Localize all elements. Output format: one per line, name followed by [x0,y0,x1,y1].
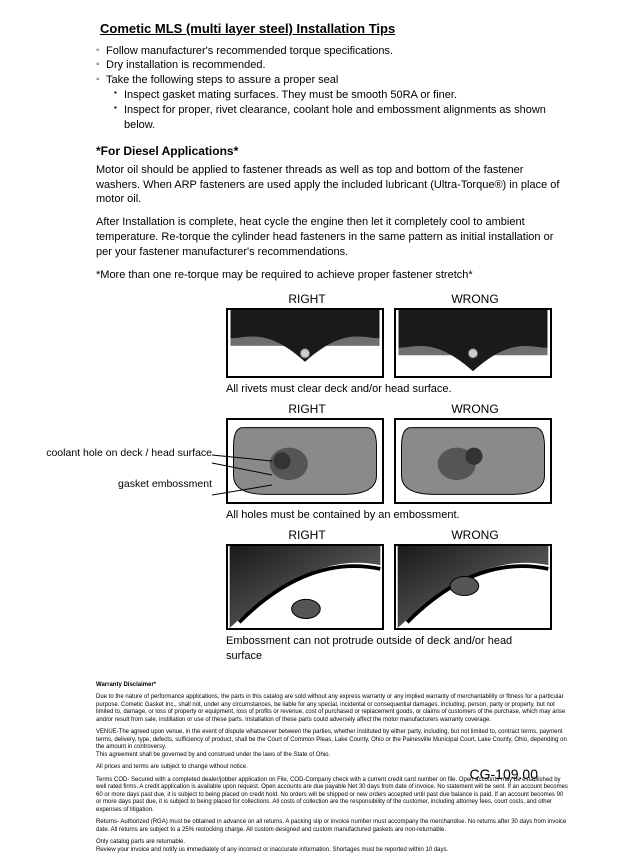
paragraph: *More than one re-torque may be required… [96,268,568,283]
figure-row-emboss: RIGHT WRONG [40,527,568,664]
label-coolant: coolant hole on deck / head surface [40,445,212,462]
diesel-heading: *For Diesel Applications* [96,143,568,159]
figure-row-rivets: RIGHT WRONG All rivets must [40,291,568,397]
panel-label-wrong: WRONG [394,527,556,543]
fine-paragraph: Due to the nature of performance applica… [96,694,568,724]
label-gasket: gasket embossment [40,476,212,493]
panel-wrong-1: WRONG [394,291,556,378]
document-number: CG-109.00 [470,765,538,784]
bullet-item: Follow manufacturer's recommended torque… [96,44,568,59]
paragraph: Motor oil should be applied to fastener … [96,163,568,208]
sub-bullet: Inspect for proper, rivet clearance, coo… [114,103,568,133]
bullet-item: Dry installation is recommended. [96,58,568,73]
sub-bullet: Inspect gasket mating surfaces. They mus… [114,88,568,103]
bullet-list: Follow manufacturer's recommended torque… [96,44,568,133]
paragraph: After Installation is complete, heat cyc… [96,215,568,260]
panel-label-right: RIGHT [226,291,388,307]
page-title: Cometic MLS (multi layer steel) Installa… [100,20,568,38]
figures: RIGHT WRONG All rivets must [40,291,568,664]
figure-row-holes: coolant hole on deck / head surface gask… [40,401,568,523]
bullet-item: Take the following steps to assure a pro… [96,73,568,88]
callout-labels: coolant hole on deck / head surface gask… [40,401,226,493]
caption-2: All holes must be contained by an emboss… [226,508,556,523]
panel-wrong-3: WRONG [394,527,556,630]
panel-label-right: RIGHT [226,527,388,543]
fine-paragraph: Returns- Authorized (RGA) must be obtain… [96,819,568,834]
warranty-heading: Warranty Disclaimer* [96,682,568,690]
panel-right-1: RIGHT [226,291,388,378]
panel-right-3: RIGHT [226,527,388,630]
panel-label-wrong: WRONG [394,401,556,417]
caption-3: Embossment can not protrude outside of d… [226,634,526,664]
caption-1: All rivets must clear deck and/or head s… [226,382,556,397]
fine-paragraph: VENUE-The agreed upon venue, in the even… [96,729,568,759]
panel-right-2: RIGHT [226,401,388,504]
panel-label-wrong: WRONG [394,291,556,307]
panel-label-right: RIGHT [226,401,388,417]
fine-paragraph: Only catalog parts are returnable. Revie… [96,839,568,854]
panel-wrong-2: WRONG [394,401,556,504]
